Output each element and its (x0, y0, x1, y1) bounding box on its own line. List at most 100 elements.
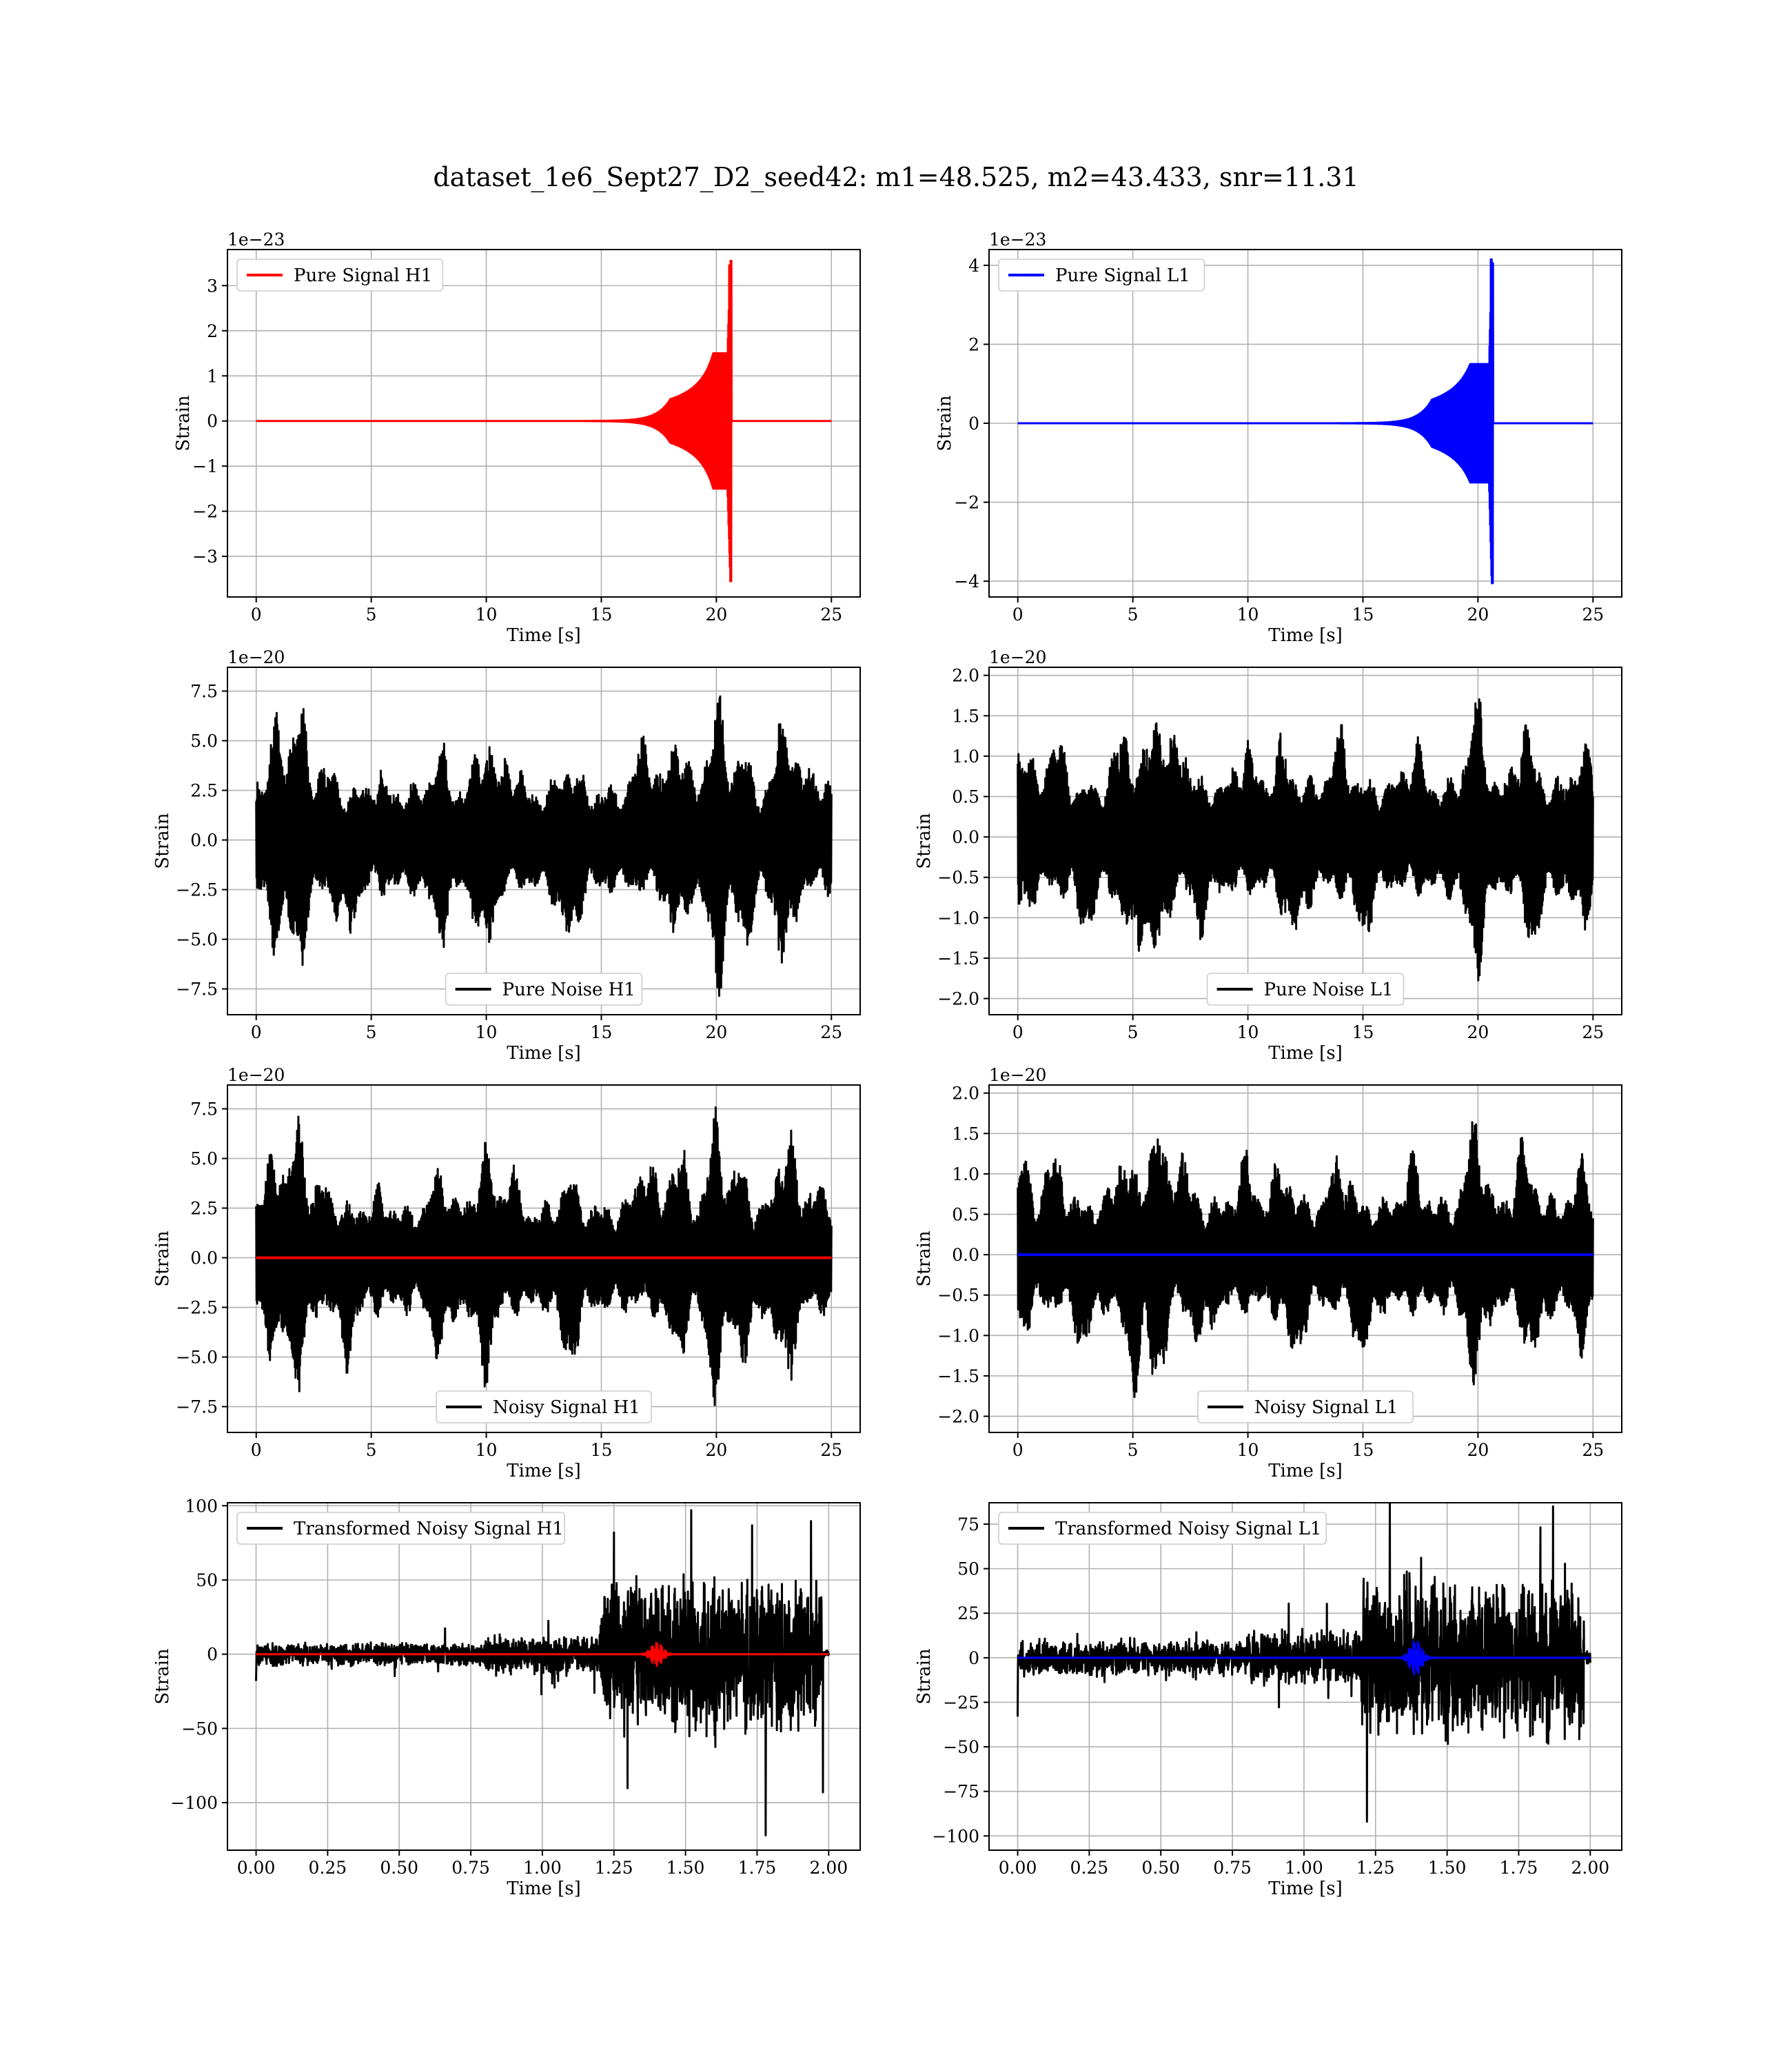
y-tick-label: −7.5 (176, 1397, 218, 1417)
y-tick-label: 2.5 (190, 781, 218, 801)
x-tick-label: 0.50 (1141, 1858, 1180, 1878)
legend-box (436, 1390, 652, 1423)
x-tick-label: 5 (366, 1022, 377, 1042)
y-tick-label: −75 (943, 1782, 979, 1802)
figure-title: dataset_1e6_Sept27_D2_seed42: m1=48.525,… (433, 162, 1358, 193)
y-tick-label: 50 (957, 1559, 979, 1579)
x-tick-label: 0 (251, 605, 262, 625)
series-line-noisy-signal-l1 (1017, 1121, 1594, 1399)
x-tick-label: 1.50 (1428, 1858, 1467, 1878)
x-tick-label: 10 (1237, 1022, 1259, 1042)
axes-frame (227, 1084, 861, 1433)
x-tick-label: 15 (591, 1022, 613, 1042)
ticks (222, 1108, 833, 1438)
legend-label: Transformed Noisy Signal H1 (294, 1519, 564, 1539)
x-tick-label: 0 (251, 1022, 262, 1042)
series-line-pure-noise-h1 (255, 695, 833, 997)
y-tick-label: 5.0 (190, 731, 218, 751)
ticks (222, 285, 833, 602)
x-tick-label: 1.25 (1356, 1858, 1395, 1878)
y-tick-label: −0.5 (937, 868, 979, 888)
y-tick-label: 7.5 (190, 682, 218, 702)
x-tick-label: 20 (1467, 1440, 1489, 1460)
y-tick-label: 1 (207, 366, 218, 386)
y-tick-label: −5.0 (176, 930, 218, 950)
plot-area (255, 1106, 833, 1406)
ticks (222, 690, 833, 1020)
legend-label: Pure Noise H1 (502, 980, 635, 1000)
series-line-overlay-1 (1017, 1641, 1591, 1676)
y-tick-label: 4 (968, 256, 979, 276)
y-tick-label: 1.5 (952, 1124, 979, 1144)
series-line-overlay-1 (256, 1641, 829, 1667)
legend-box (445, 973, 643, 1006)
y-tick-label: −5.0 (176, 1348, 218, 1368)
legend: Transformed Noisy Signal H1 (236, 1512, 566, 1545)
ticks (984, 1092, 1594, 1438)
x-tick-label: 15 (1352, 1022, 1374, 1042)
x-tick-label: 25 (820, 605, 842, 625)
y-tick-label: 0 (968, 414, 979, 434)
y-tick-label: −2 (954, 493, 979, 513)
axes-frame (227, 667, 861, 1015)
chart-pure_signal_l1: 0 5 10 15 20 25 −4 −2 0 2 4 Time [s] Strain 1e−23 Pure… (935, 230, 1622, 646)
y-tick-label: −1.5 (937, 949, 979, 969)
y-tick-label: −2 (192, 502, 218, 522)
y-tick-label: 2.5 (190, 1199, 218, 1219)
axis-offset-label: 1e−20 (989, 1065, 1046, 1085)
ticks (984, 1523, 1591, 1856)
x-tick-label: 10 (1237, 1440, 1259, 1460)
series-line-pure-noise-l1 (1017, 698, 1594, 982)
x-tick-label: 0.75 (451, 1858, 490, 1878)
chart-transformed_noisy_signal_h1: 0.00 0.25 0.50 0.75 1.00 1.25 1.50 1.75 2.00 −100… (152, 1496, 861, 1899)
legend-label: Pure Signal L1 (1055, 265, 1190, 286)
axes-frame (988, 667, 1622, 1015)
y-tick-label: 2.0 (952, 666, 979, 686)
x-tick-label: 2.00 (1571, 1858, 1609, 1878)
y-axis-label: Strain (914, 813, 935, 869)
axis-offset-label: 1e−20 (227, 1065, 285, 1085)
legend-label: Pure Noise L1 (1264, 980, 1394, 1000)
y-tick-label: −100 (932, 1826, 979, 1846)
x-tick-label: 5 (366, 1440, 377, 1460)
y-tick-label: −2.0 (937, 989, 979, 1009)
y-tick-label: −25 (943, 1692, 979, 1712)
y-tick-label: 0 (968, 1648, 979, 1668)
axes-frame (988, 1502, 1622, 1851)
grid (227, 250, 860, 597)
chart-noisy_signal_l1: 0 5 10 15 20 25 −2.0 −1.5 −1.0 −0.5 0.0 0.5 1.0 1.5 2.… (914, 1065, 1622, 1481)
legend-label: Transformed Noisy Signal L1 (1055, 1519, 1321, 1539)
axes-frame (227, 249, 861, 598)
ticks (984, 674, 1594, 1020)
y-tick-label: 5.0 (190, 1149, 218, 1169)
x-tick-label: 0 (1012, 1022, 1024, 1042)
x-axis-label: Time [s] (507, 625, 581, 646)
y-tick-label: −1.0 (937, 1326, 979, 1346)
y-tick-label: −50 (943, 1737, 979, 1757)
plot-area (1017, 1121, 1594, 1399)
x-tick-label: 0.25 (309, 1858, 347, 1878)
legend: Pure Noise L1 (1206, 973, 1405, 1006)
x-tick-label: 15 (1352, 1440, 1374, 1460)
y-axis-label: Strain (152, 1648, 173, 1705)
x-tick-label: 25 (820, 1440, 842, 1460)
x-tick-label: 2.00 (809, 1858, 848, 1878)
y-tick-label: −2.0 (937, 1407, 979, 1427)
y-tick-label: 0.5 (952, 787, 979, 807)
x-tick-label: 0 (251, 1440, 262, 1460)
series-line-pure-signal-l1 (1017, 258, 1594, 585)
y-tick-label: 0.5 (952, 1205, 979, 1225)
x-axis-label: Time [s] (1268, 625, 1343, 646)
x-tick-label: 15 (591, 1440, 613, 1460)
x-axis-label: Time [s] (507, 1461, 581, 1481)
legend-box (236, 1512, 566, 1545)
x-tick-label: 10 (476, 605, 498, 625)
y-tick-label: −2.5 (176, 1298, 218, 1318)
legend: Pure Noise H1 (445, 973, 643, 1006)
x-axis-label: Time [s] (1268, 1878, 1343, 1899)
x-tick-label: 5 (366, 605, 377, 625)
chart-transformed_noisy_signal_l1: 0.00 0.25 0.50 0.75 1.00 1.25 1.50 1.75 2.00 −100… (914, 1502, 1622, 1899)
y-tick-label: 3 (207, 276, 218, 296)
y-tick-label: 2 (968, 334, 979, 354)
chart-pure_signal_h1: 0 5 10 15 20 25 −3 −2 −1 0 1 2 3 Time [s] Strain 1e−23 P… (173, 230, 861, 646)
